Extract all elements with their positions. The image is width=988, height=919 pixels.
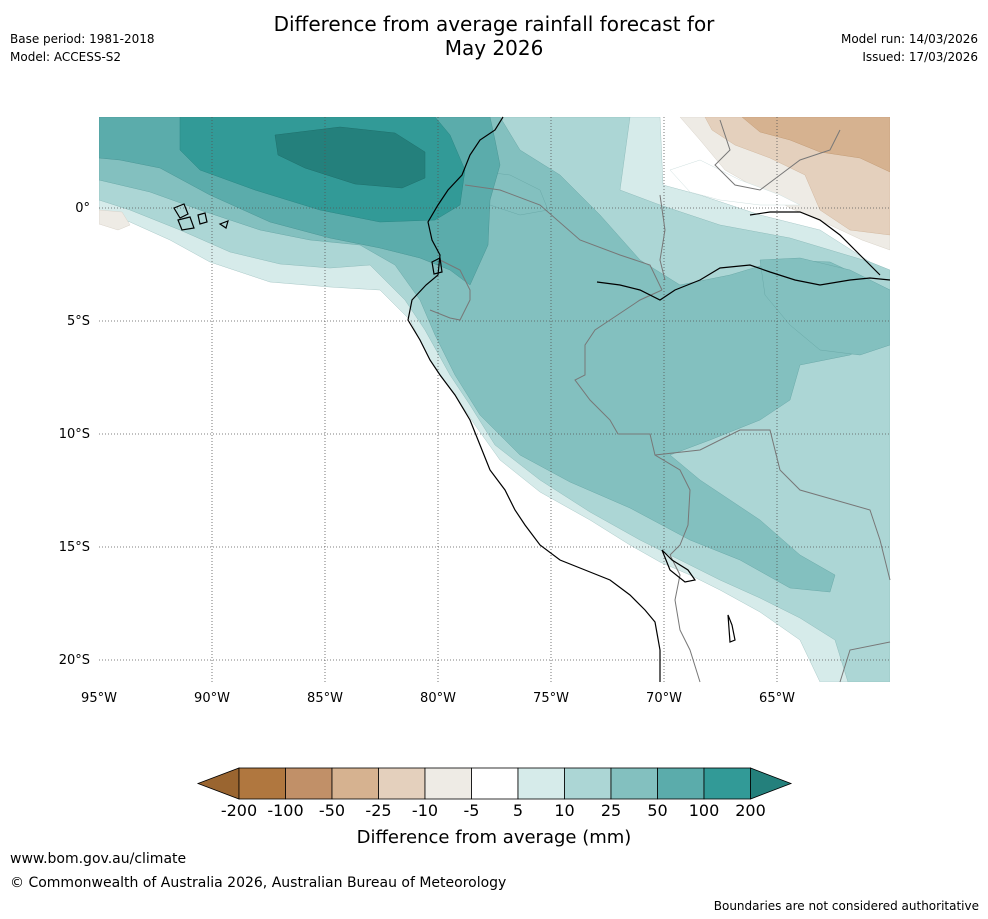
- colorbar-tick-label: -5: [464, 801, 480, 820]
- lat-label-5s: 5°S: [67, 314, 90, 329]
- colorbar-tick-label: -50: [319, 801, 345, 820]
- colorbar-swatch: [610, 767, 658, 800]
- colorbar-swatch: [285, 767, 333, 800]
- title-line-2: May 2026: [444, 36, 544, 60]
- graticule: [99, 117, 890, 682]
- colorbar-swatch: [517, 767, 565, 800]
- model-run-text: Model run: 14/03/2026: [840, 32, 978, 46]
- colorbar-swatch: [378, 767, 426, 800]
- lat-label-15s: 15°S: [59, 540, 90, 555]
- lon-label-75w: 75°W: [533, 691, 569, 706]
- footer-url: www.bom.gov.au/climate: [10, 851, 187, 867]
- latitude-labels: 0° 5°S 10°S 15°S 20°S: [59, 201, 90, 668]
- lon-label-90w: 90°W: [194, 691, 230, 706]
- colorbar-tick-label: 100: [689, 801, 720, 820]
- metadata-left: Base period: 1981-2018 Model: ACCESS-S2: [10, 30, 155, 66]
- colorbar-tick-label: 50: [647, 801, 667, 820]
- footer-note: Boundaries are not considered authoritat…: [713, 899, 979, 913]
- chart-title: Difference from average rainfall forecas…: [0, 12, 988, 60]
- contour-50-100-east: [759, 257, 890, 356]
- contour-near-avg-ne: [669, 159, 801, 206]
- lon-label-85w: 85°W: [307, 691, 343, 706]
- colorbar: -200 -100 -50 -25 -10 -5 5 10 25 50 100 200: [196, 767, 793, 820]
- colorbar-extend-high: [750, 767, 793, 800]
- longitude-labels: 95°W 90°W 85°W 80°W 75°W 70°W 65°W: [81, 691, 795, 706]
- lat-label-0: 0°: [75, 201, 90, 216]
- contour-dry-west: [99, 209, 131, 231]
- anomaly-contours: [99, 117, 890, 682]
- contour-over-200: [274, 126, 426, 189]
- colorbar-swatch: [471, 767, 519, 800]
- colorbar-tick-label: 10: [554, 801, 574, 820]
- lon-label-70w: 70°W: [646, 691, 682, 706]
- contour-25-50: [99, 117, 890, 593]
- colorbar-tick-label: 25: [601, 801, 621, 820]
- lon-label-95w: 95°W: [81, 691, 117, 706]
- colorbar-tick-label: -10: [412, 801, 438, 820]
- model-text: Model: ACCESS-S2: [10, 50, 122, 64]
- issued-text: Issued: 17/03/2026: [862, 50, 978, 64]
- coastlines: [173, 116, 891, 682]
- title-line-1: Difference from average rainfall forecas…: [273, 12, 715, 36]
- lon-label-65w: 65°W: [759, 691, 795, 706]
- colorbar-tick-label: 200: [735, 801, 766, 820]
- country-borders: [429, 119, 891, 683]
- colorbar-swatch: [424, 767, 472, 800]
- colorbar-tick-label: -25: [365, 801, 391, 820]
- lon-label-80w: 80°W: [420, 691, 456, 706]
- colorbar-tick-label: 5: [513, 801, 523, 820]
- colorbar-title: Difference from average (mm): [357, 827, 632, 848]
- lat-label-10s: 10°S: [59, 427, 90, 442]
- colorbar-swatch: [331, 767, 379, 800]
- colorbar-tick-label: -100: [267, 801, 303, 820]
- colorbar-swatch: [703, 767, 751, 800]
- base-period-text: Base period: 1981-2018: [10, 32, 155, 46]
- contour-dry-25-50: [741, 117, 890, 173]
- metadata-right: Model run: 14/03/2026 Issued: 17/03/2026: [841, 30, 978, 66]
- colorbar-swatch: [657, 767, 705, 800]
- colorbar-extend-low: [196, 767, 240, 800]
- footer-copyright: © Commonwealth of Australia 2026, Austra…: [10, 875, 507, 891]
- lat-label-20s: 20°S: [59, 653, 90, 668]
- colorbar-tick-label: -200: [221, 801, 257, 820]
- colorbar-swatch: [238, 767, 286, 800]
- colorbar-swatch: [564, 767, 612, 800]
